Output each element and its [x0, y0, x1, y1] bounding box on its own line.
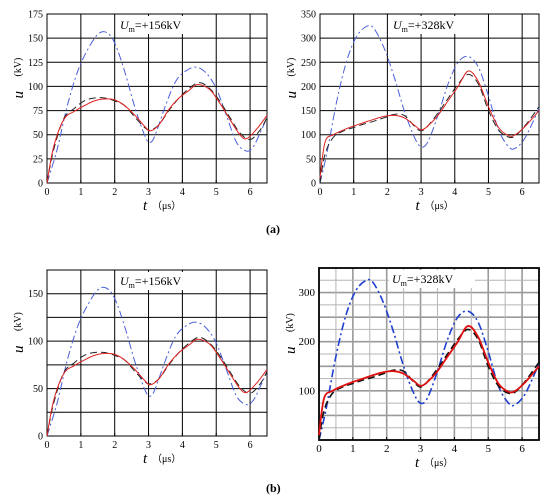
x-tick-label: 4: [452, 443, 458, 455]
x-tick-label: 1: [350, 443, 356, 455]
plot-frame: [47, 14, 267, 183]
y-tick-label: 175: [28, 10, 43, 21]
x-tick-label: 4: [180, 187, 185, 198]
annotation-value: =+156kV: [135, 274, 182, 288]
y-tick-label: 100: [299, 385, 316, 397]
x-tick-label: 5: [214, 187, 219, 198]
series-line-dash: [47, 337, 267, 436]
y-axis-unit: (kV): [286, 58, 297, 77]
x-tick-label: 5: [485, 443, 491, 455]
chart-1: 0 1 2 3 4 5 6 0 25 50 75 100 125 150 175 t （μs） u (kV) Um=+…: [11, 10, 267, 215]
x-tick-label: 4: [180, 440, 185, 451]
annotation-value: =+156kV: [135, 18, 182, 32]
y-tick-label: 150: [301, 106, 316, 117]
y-tick-label: 75: [33, 106, 43, 117]
y-tick-label: 0: [38, 432, 43, 443]
x-tick-label: 1: [351, 187, 356, 198]
caption-a: (a): [266, 222, 280, 237]
y-tick-label: 100: [28, 82, 43, 93]
x-tick-label: 6: [248, 187, 253, 198]
y-tick-label: 125: [28, 58, 43, 69]
chart-2: 0 1 2 3 4 5 6 0 50 100 150 200 250 300 350 t （μs） u (kV) Um…: [284, 10, 539, 215]
x-axis-unit: （μs）: [425, 200, 454, 212]
y-tick-label: 0: [311, 179, 316, 190]
x-axis-label: t: [415, 455, 420, 471]
y-tick-label: 200: [299, 336, 316, 348]
y-axis-unit: (kV): [13, 312, 24, 331]
x-tick-label: 3: [146, 187, 151, 198]
x-tick-label: 6: [248, 440, 253, 451]
x-tick-label: 2: [384, 443, 390, 455]
y-tick-label: 350: [301, 10, 316, 21]
x-axis-unit: （μs）: [424, 457, 453, 469]
y-tick-label: 50: [306, 154, 316, 165]
x-tick-label: 3: [418, 443, 424, 455]
y-tick-label: 200: [301, 82, 316, 93]
x-tick-label: 1: [78, 187, 83, 198]
chart-4: 0 1 2 3 4 5 6 100 200 300 t （μs） u (kV) Um=+328kV: [283, 268, 539, 471]
series-line-dash: [319, 329, 539, 440]
x-tick-label: 6: [520, 187, 525, 198]
y-axis-unit: (kV): [285, 313, 296, 332]
x-tick-label: 0: [45, 187, 50, 198]
x-tick-label: 1: [78, 440, 83, 451]
x-axis-unit: （μs）: [152, 453, 181, 465]
annotation-value: =+328kV: [407, 272, 454, 286]
x-tick-label: 2: [385, 187, 390, 198]
y-axis-label: u: [11, 346, 27, 354]
x-axis-label: t: [143, 451, 148, 467]
y-tick-label: 50: [33, 130, 43, 141]
y-tick-label: 300: [299, 287, 316, 299]
x-tick-label: 2: [112, 440, 117, 451]
y-tick-label: 100: [28, 337, 43, 348]
series-line-solid: [320, 71, 539, 178]
x-tick-label: 3: [146, 440, 151, 451]
x-tick-label: 3: [419, 187, 424, 198]
series-line-dash: [47, 83, 267, 183]
x-tick-label: 0: [45, 440, 50, 451]
y-tick-label: 100: [301, 130, 316, 141]
series-line-dash-dot: [47, 287, 267, 436]
y-tick-label: 0: [38, 179, 43, 190]
y-tick-label: 50: [33, 384, 43, 395]
y-tick-label: 250: [301, 58, 316, 69]
annotation-value: =+328kV: [408, 18, 455, 32]
y-tick-label: 300: [301, 34, 316, 45]
x-axis-unit: （μs）: [152, 200, 181, 212]
series-line-solid: [47, 84, 267, 183]
y-tick-label: 25: [33, 154, 43, 165]
y-tick-label: 150: [28, 289, 43, 300]
x-axis-label: t: [143, 198, 148, 214]
plot-frame: [320, 14, 539, 183]
x-axis-label: t: [416, 198, 421, 214]
x-tick-label: 4: [452, 187, 457, 198]
caption-b: (b): [266, 481, 281, 496]
x-tick-label: 6: [519, 443, 525, 455]
y-axis-unit: (kV): [13, 58, 24, 77]
x-tick-label: 5: [486, 187, 491, 198]
series-line-solid: [47, 339, 267, 436]
y-tick-label: 150: [28, 34, 43, 45]
chart-3: 0 1 2 3 4 5 6 0 50 100 150 t （μs） u (kV) Um=+156kV: [11, 270, 267, 467]
x-tick-label: 5: [214, 440, 219, 451]
series-line-dash-dot: [320, 25, 539, 183]
x-tick-label: 2: [112, 187, 117, 198]
y-axis-label: u: [283, 347, 299, 355]
x-tick-label: 0: [316, 443, 322, 455]
plot-frame: [47, 270, 267, 436]
y-axis-label: u: [11, 91, 27, 99]
series-line-dash-dot: [47, 32, 267, 183]
series-line-dash: [320, 74, 539, 183]
x-tick-label: 0: [318, 187, 323, 198]
y-axis-label: u: [284, 91, 300, 99]
